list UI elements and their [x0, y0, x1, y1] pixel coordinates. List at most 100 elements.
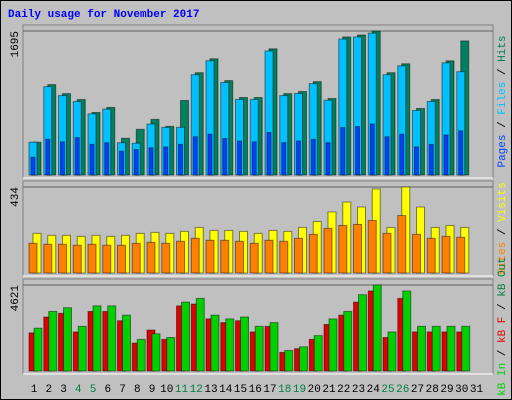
bar [402, 290, 412, 372]
bar [428, 143, 434, 176]
bar [107, 305, 117, 372]
x-tick-label: 5 [90, 384, 97, 396]
bar [87, 243, 97, 274]
legend-entry: Visits [497, 182, 509, 222]
x-tick-label: 30 [455, 384, 468, 396]
bar [372, 284, 382, 372]
bar [294, 237, 303, 274]
bar [387, 331, 397, 372]
bar [148, 147, 154, 176]
bar [441, 235, 451, 274]
bar [310, 138, 316, 176]
bar [426, 237, 436, 274]
bar [237, 140, 242, 176]
bar [161, 242, 171, 274]
legend-entry: kB Out [497, 257, 509, 297]
bar [456, 236, 466, 274]
legend-separator: / [497, 222, 509, 242]
legend-separator: / [497, 343, 509, 363]
bar [195, 297, 205, 372]
x-tick-label: 27 [411, 384, 424, 396]
bar [176, 240, 185, 274]
bar [146, 241, 156, 274]
y-tick-label: 1695 [10, 31, 22, 57]
bar [353, 223, 362, 274]
bar [397, 215, 407, 274]
legend: Sites / Visits [497, 182, 509, 274]
bar [89, 143, 95, 176]
bar [269, 322, 279, 372]
bar [240, 316, 249, 372]
bar [60, 141, 65, 176]
x-tick-label: 2 [45, 384, 52, 396]
bar [281, 142, 287, 176]
bar [358, 294, 367, 372]
bar [136, 338, 146, 372]
bar [340, 126, 346, 176]
bar [48, 310, 58, 372]
bar [166, 337, 176, 372]
x-tick-label: 9 [149, 384, 156, 396]
x-tick-label: 15 [234, 384, 247, 396]
y-tick-label: 4621 [10, 285, 22, 312]
bar [279, 240, 289, 274]
legend-entry: Files [497, 82, 509, 115]
legend-separator: / [497, 62, 509, 82]
bar [284, 350, 294, 372]
bar [308, 233, 318, 274]
bar [382, 232, 392, 274]
bar [119, 150, 124, 176]
bar [222, 137, 228, 176]
x-tick-label: 7 [119, 384, 126, 396]
x-tick-label: 24 [367, 384, 381, 396]
legend-entry: kB F [497, 317, 509, 343]
bar [207, 133, 213, 176]
bar [251, 141, 257, 176]
y-tick-label: 434 [10, 187, 22, 207]
x-tick-label: 25 [381, 384, 394, 396]
x-tick-label: 11 [175, 384, 189, 396]
x-tick-label: 31 [470, 384, 484, 396]
bar [181, 301, 190, 372]
bar [178, 143, 183, 176]
bar [369, 123, 375, 176]
x-tick-label: 16 [249, 384, 262, 396]
bar [338, 224, 348, 274]
legend-separator: / [497, 297, 509, 317]
bar [163, 146, 169, 176]
bar [122, 314, 131, 372]
bar [458, 130, 464, 176]
x-tick-label: 8 [134, 384, 141, 396]
bar [92, 305, 102, 372]
x-tick-label: 26 [396, 384, 409, 396]
bar [102, 244, 112, 274]
x-tick-label: 6 [104, 384, 111, 396]
legend: Pages / Files / Hits [497, 35, 509, 167]
bar [367, 219, 377, 274]
x-tick-label: 18 [278, 384, 291, 396]
bar [131, 242, 141, 274]
bar [461, 325, 471, 372]
x-tick-label: 19 [293, 384, 306, 396]
bar [254, 325, 264, 372]
x-tick-label: 12 [190, 384, 203, 396]
bar [74, 137, 80, 176]
bar [343, 310, 353, 372]
x-tick-label: 3 [60, 384, 67, 396]
legend-entry: Sites [497, 242, 509, 275]
bar [210, 314, 220, 372]
bar [151, 333, 161, 372]
x-tick-label: 14 [219, 384, 233, 396]
x-tick-label: 17 [263, 384, 276, 396]
chart-title: Daily usage for November 2017 [8, 9, 199, 21]
bar [412, 233, 421, 274]
bar [63, 307, 72, 372]
bar [384, 136, 390, 176]
x-tick-label: 10 [160, 384, 173, 396]
bar [192, 136, 198, 176]
bar [220, 239, 230, 274]
legend-entry: Pages [497, 135, 509, 168]
bar [205, 239, 215, 274]
bar [45, 138, 51, 176]
